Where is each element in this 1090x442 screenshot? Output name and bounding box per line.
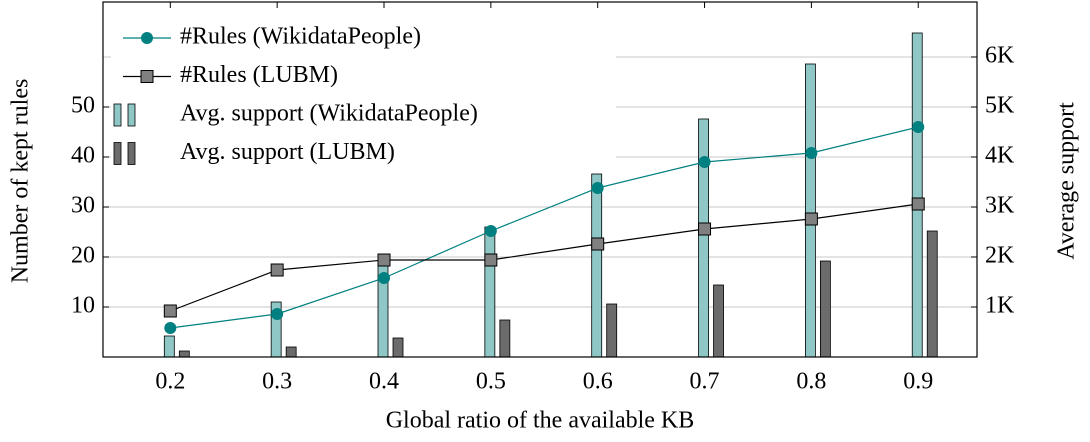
y-tick-label: 50 (71, 93, 95, 119)
legend-marker (141, 32, 153, 44)
bar (698, 118, 709, 358)
legend-marker (140, 70, 154, 83)
point (804, 212, 818, 226)
y2-axis-label: Average support (1054, 102, 1080, 260)
bar (713, 284, 724, 358)
point (805, 147, 818, 159)
bar (178, 350, 190, 358)
x-tick-label: 0.8 (796, 369, 826, 395)
bar (499, 319, 511, 358)
point (270, 263, 284, 277)
x-axis-label: Global ratio of the available KB (386, 408, 695, 434)
bar (819, 260, 831, 358)
y-tick-label: 20 (71, 243, 95, 269)
point (484, 225, 497, 237)
point (164, 322, 177, 334)
y2-tick-label: 6K (985, 43, 1015, 69)
point (484, 253, 498, 267)
legend: #Rules (WikidataPeople) #Rules (LUBM) Avg.… (111, 14, 616, 172)
legend-label: Avg. support (LUBM) (180, 139, 395, 165)
bar (926, 230, 938, 358)
point (912, 121, 925, 133)
point (591, 182, 604, 194)
x-tick-label: 0.7 (690, 369, 720, 395)
line (170, 126, 919, 329)
legend-label: #Rules (WikidataPeople) (180, 24, 421, 50)
legend-swatch (127, 142, 136, 165)
y-tick-label: 10 (71, 293, 95, 319)
legend-label: #Rules (LUBM) (180, 62, 338, 88)
x-tick-label: 0.6 (583, 369, 613, 395)
legend-label: Avg. support (WikidataPeople) (180, 101, 478, 127)
y2-tick-label: 5K (985, 93, 1015, 119)
y2-tick-label: 1K (985, 293, 1015, 319)
point (163, 304, 177, 318)
point (378, 272, 391, 284)
y-tick-label: 30 (71, 193, 95, 219)
y2-tick-label: 4K (985, 143, 1015, 169)
bar (285, 346, 297, 358)
legend-swatch (113, 142, 122, 165)
bar (911, 32, 923, 358)
x-tick-label: 0.2 (155, 369, 185, 395)
bar (606, 303, 618, 358)
x-tick-label: 0.3 (262, 369, 292, 395)
legend-box (111, 14, 616, 172)
point (271, 308, 284, 320)
bar (804, 63, 816, 358)
x-tick-label: 0.9 (903, 369, 933, 395)
y-axis-label: Number of kept rules (8, 79, 34, 284)
legend-swatch (113, 103, 122, 127)
x-tick-label: 0.4 (369, 369, 399, 395)
bar (163, 335, 175, 358)
line (170, 203, 919, 312)
point (911, 197, 925, 211)
bar (484, 226, 496, 358)
point (698, 156, 711, 168)
y2-tick-label: 2K (985, 243, 1015, 269)
point (698, 222, 712, 236)
point (591, 237, 605, 251)
bar (591, 173, 603, 358)
x-tick-label: 0.5 (476, 369, 506, 395)
y2-tick-label: 3K (985, 193, 1015, 219)
plot-frame (102, 1, 978, 358)
bar (392, 337, 404, 358)
y-tick-label: 40 (71, 143, 95, 169)
legend-swatch (127, 103, 136, 127)
point (377, 253, 391, 267)
